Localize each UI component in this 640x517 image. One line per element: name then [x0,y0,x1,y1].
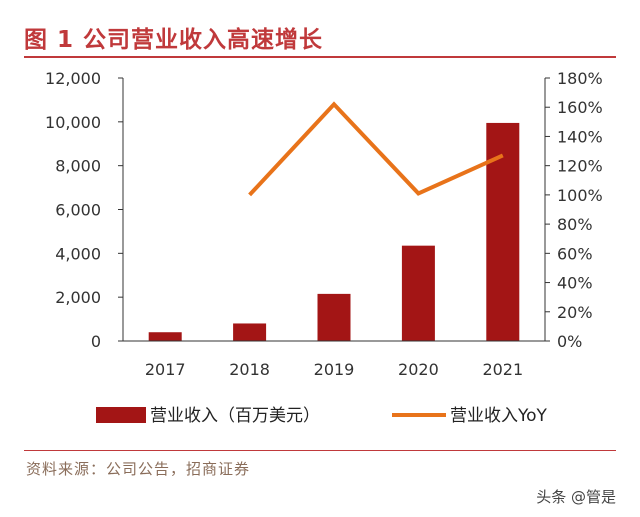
right-tick-label: 180% [557,69,603,88]
right-y-axis: 0% 20% 40% 60% 80% 100% 120% 140% 160% 180% [544,69,603,351]
left-tick-label: 0 [91,332,101,351]
right-tick-label: 40% [557,274,593,293]
x-tick-label: 2021 [482,360,523,379]
left-y-axis: 0 2,000 4,000 6,000 8,000 10,000 12,000 [45,69,124,351]
right-tick-label: 20% [557,303,593,322]
revenue-bars [148,122,520,341]
revenue-bar [233,323,267,341]
left-tick-label: 12,000 [45,69,101,88]
legend: 营业收入（百万美元） 营业收入YoY [96,406,548,426]
yoy-line [248,101,504,197]
right-tick-label: 0% [557,332,582,351]
x-tick-label: 2019 [314,360,355,379]
watermark: 头条 @管是 [536,488,616,506]
yoy-series-line [248,101,504,197]
chart-title: 图 1 公司营业收入高速增长 [24,27,324,53]
x-tick-label: 2018 [229,360,270,379]
source-note: 资料来源：公司公告，招商证券 [26,460,251,478]
legend-line-label: 营业收入YoY [450,406,548,426]
x-tick-label: 2020 [398,360,439,379]
revenue-bar [148,332,182,341]
legend-bar-swatch [96,407,146,423]
x-tick-label: 2017 [145,360,186,379]
right-tick-label: 120% [557,157,603,176]
right-tick-label: 60% [557,244,593,263]
left-tick-label: 2,000 [55,288,101,307]
source-divider [24,450,616,451]
revenue-bar [317,293,351,341]
revenue-chart: 0 2,000 4,000 6,000 8,000 10,000 12,000 0% 20% 4… [45,69,603,426]
revenue-bar [401,245,435,341]
left-tick-label: 8,000 [55,157,101,176]
left-tick-label: 6,000 [55,201,101,220]
left-tick-label: 4,000 [55,244,101,263]
right-tick-label: 100% [557,186,603,205]
legend-bar-label: 营业收入（百万美元） [150,406,320,426]
x-axis: 2017 2018 2019 2020 2021 [123,340,545,379]
left-tick-label: 10,000 [45,113,101,132]
right-tick-label: 80% [557,215,593,234]
right-tick-label: 160% [557,98,603,117]
title-divider [24,56,616,58]
right-tick-label: 140% [557,127,603,146]
